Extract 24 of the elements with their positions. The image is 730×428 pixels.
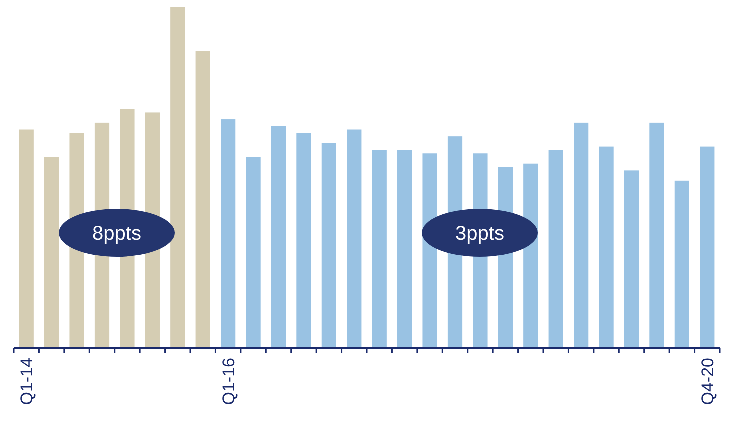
bar [398, 150, 412, 348]
bar [296, 133, 312, 348]
bar [372, 150, 387, 348]
bar [170, 7, 186, 348]
bar [674, 180, 690, 348]
bar [322, 143, 336, 348]
bar [246, 157, 261, 348]
x-tick-label: Q1-16 [219, 358, 238, 406]
bar [700, 146, 715, 348]
annotation: 8ppts [92, 223, 142, 245]
bar [599, 146, 614, 348]
bar [271, 126, 286, 348]
annotation: 3ppts [456, 223, 504, 245]
x-tick-label: Q1-14 [18, 358, 37, 406]
bar [347, 130, 362, 348]
bar [221, 120, 236, 348]
bar [624, 170, 640, 348]
x-tick-label: Q4-20 [698, 358, 718, 406]
bar [548, 150, 564, 348]
bar [574, 122, 589, 348]
bar [650, 122, 664, 348]
bar [44, 157, 60, 348]
bar [196, 51, 210, 348]
bar [19, 130, 34, 348]
